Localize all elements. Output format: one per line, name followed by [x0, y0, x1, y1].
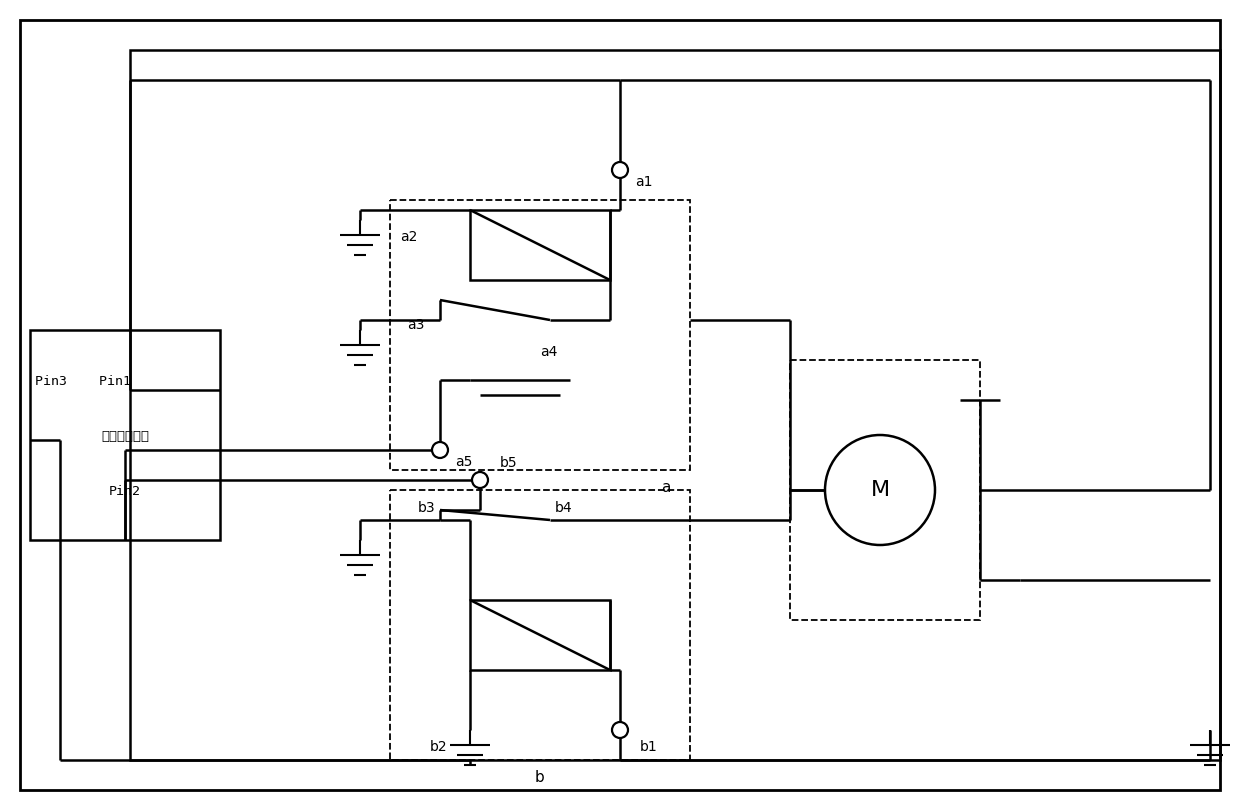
Text: b5: b5 — [500, 456, 517, 470]
Text: Pin3    Pin1: Pin3 Pin1 — [35, 375, 131, 388]
Bar — [470, 210, 610, 280]
Text: a5: a5 — [455, 455, 472, 469]
Text: b1: b1 — [640, 740, 657, 754]
Text: b: b — [536, 770, 544, 785]
Text: a4: a4 — [539, 345, 557, 359]
Text: Pin2: Pin2 — [109, 485, 141, 498]
Text: a1: a1 — [635, 175, 652, 189]
Text: b3: b3 — [418, 501, 435, 515]
Text: b2: b2 — [430, 740, 448, 754]
Bar — [30, 330, 219, 540]
Text: b4: b4 — [556, 501, 573, 515]
Text: M: M — [870, 480, 889, 500]
Bar — [470, 600, 610, 670]
Bar — [790, 360, 980, 620]
Text: 电池管理系统: 电池管理系统 — [100, 430, 149, 443]
Bar — [391, 200, 689, 470]
Text: a: a — [661, 480, 670, 495]
Bar — [130, 50, 1220, 760]
Bar — [391, 490, 689, 760]
Text: a3: a3 — [408, 318, 425, 332]
Text: a2: a2 — [401, 230, 418, 244]
